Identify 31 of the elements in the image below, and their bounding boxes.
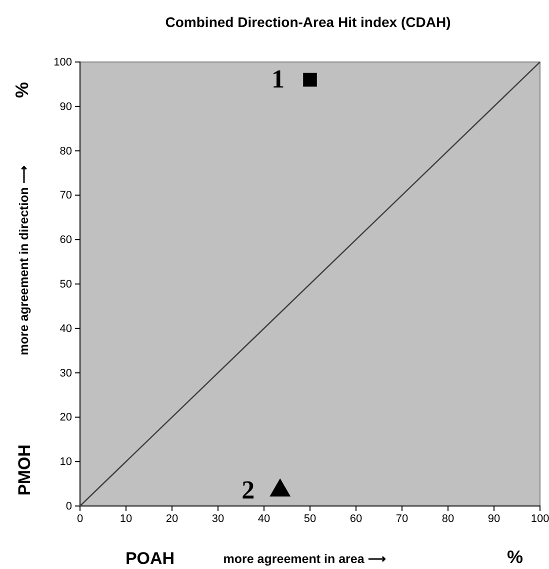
y-tick-label: 10: [60, 456, 72, 468]
text: %: [506, 547, 524, 567]
x-tick-label: 60: [350, 512, 362, 525]
x-tick-label: 50: [304, 512, 316, 525]
y-tick-label: 90: [60, 100, 72, 113]
x-tick-label: 10: [120, 512, 132, 525]
text: %: [12, 82, 32, 98]
annotation: 2: [242, 475, 255, 504]
text: more agreement in area ⟶: [223, 552, 387, 566]
y-axis-title: PMOH: [15, 444, 34, 496]
y-tick-label: 70: [60, 190, 72, 202]
y-tick-label: 20: [60, 412, 72, 424]
y-tick-label: 0: [66, 500, 72, 513]
x-tick-label: 30: [212, 512, 224, 525]
y-tick-label: 30: [60, 367, 72, 380]
y-tick-label: 50: [60, 278, 72, 291]
y-tick-label: 100: [54, 56, 72, 69]
x-tick-label: 100: [530, 512, 549, 525]
x-axis-title: POAH: [125, 549, 175, 568]
x-tick-label: 90: [488, 512, 500, 525]
x-tick-label: 0: [76, 512, 84, 525]
x-tick-label: 40: [258, 512, 270, 525]
x-tick-label: 70: [396, 512, 408, 525]
chart-title: Combined Direction-Area Hit index (CDAH): [165, 14, 451, 30]
annotation: 1: [272, 64, 284, 94]
y-tick-label: 40: [60, 322, 72, 335]
y-tick-label: 60: [60, 234, 72, 246]
y-tick-label: 80: [60, 145, 72, 158]
x-tick-label: 80: [442, 512, 454, 525]
x-tick-label: 20: [166, 512, 178, 525]
text: more agreement in direction ⟶: [17, 164, 31, 356]
